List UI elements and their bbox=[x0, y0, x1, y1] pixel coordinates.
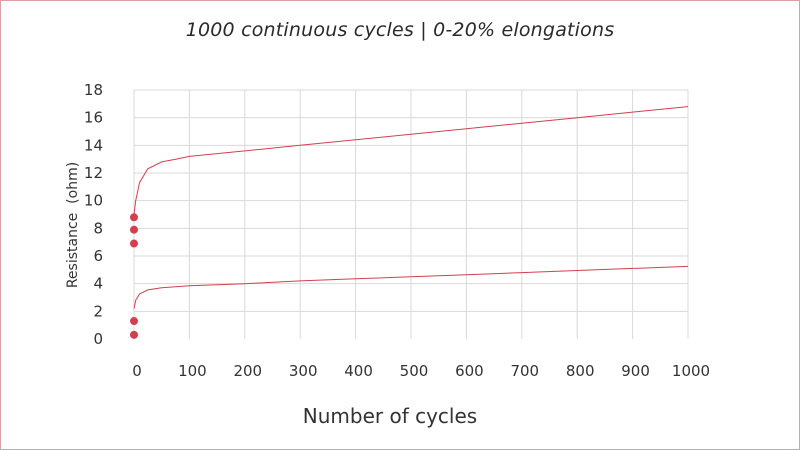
y-tick-label: 18 bbox=[84, 81, 103, 99]
y-tick-label: 12 bbox=[84, 164, 103, 182]
x-tick-label: 600 bbox=[455, 362, 484, 380]
y-tick-label: 8 bbox=[93, 219, 103, 237]
grid bbox=[133, 89, 689, 339]
data-point bbox=[130, 330, 138, 339]
x-tick-label: 200 bbox=[233, 362, 262, 380]
y-tick-label: 2 bbox=[93, 302, 103, 320]
y-tick-label: 0 bbox=[93, 330, 103, 348]
x-tick-label: 1000 bbox=[672, 362, 710, 380]
x-tick-label: 400 bbox=[344, 362, 373, 380]
data-markers bbox=[130, 213, 138, 339]
x-axis-label: Number of cycles bbox=[302, 404, 478, 428]
x-tick-label: 500 bbox=[400, 362, 429, 380]
x-tick-label: 900 bbox=[621, 362, 650, 380]
y-tick-label: 4 bbox=[93, 275, 103, 293]
data-point bbox=[130, 239, 138, 248]
x-tick-labels: 0 100 200 300 400 500 600 700 800 900 1000 bbox=[132, 362, 710, 380]
data-point bbox=[130, 225, 138, 234]
chart-title: 1000 continuous cycles | 0-20% elongatio… bbox=[185, 19, 615, 41]
series-lines bbox=[133, 106, 689, 309]
y-tick-label: 10 bbox=[84, 192, 103, 210]
series-line bbox=[133, 106, 689, 215]
x-tick-label: 700 bbox=[510, 362, 539, 380]
x-tick-label: 300 bbox=[289, 362, 318, 380]
y-tick-label: 6 bbox=[93, 247, 103, 265]
data-point bbox=[130, 317, 138, 326]
y-tick-label: 16 bbox=[84, 109, 103, 127]
x-tick-label: 800 bbox=[566, 362, 595, 380]
x-tick-label: 0 bbox=[132, 362, 142, 380]
y-tick-label: 14 bbox=[84, 136, 103, 154]
y-tick-labels: 0 2 4 6 8 10 12 14 16 18 bbox=[84, 81, 103, 348]
data-point bbox=[130, 213, 138, 222]
x-tick-label: 100 bbox=[178, 362, 207, 380]
series-line bbox=[133, 265, 689, 309]
